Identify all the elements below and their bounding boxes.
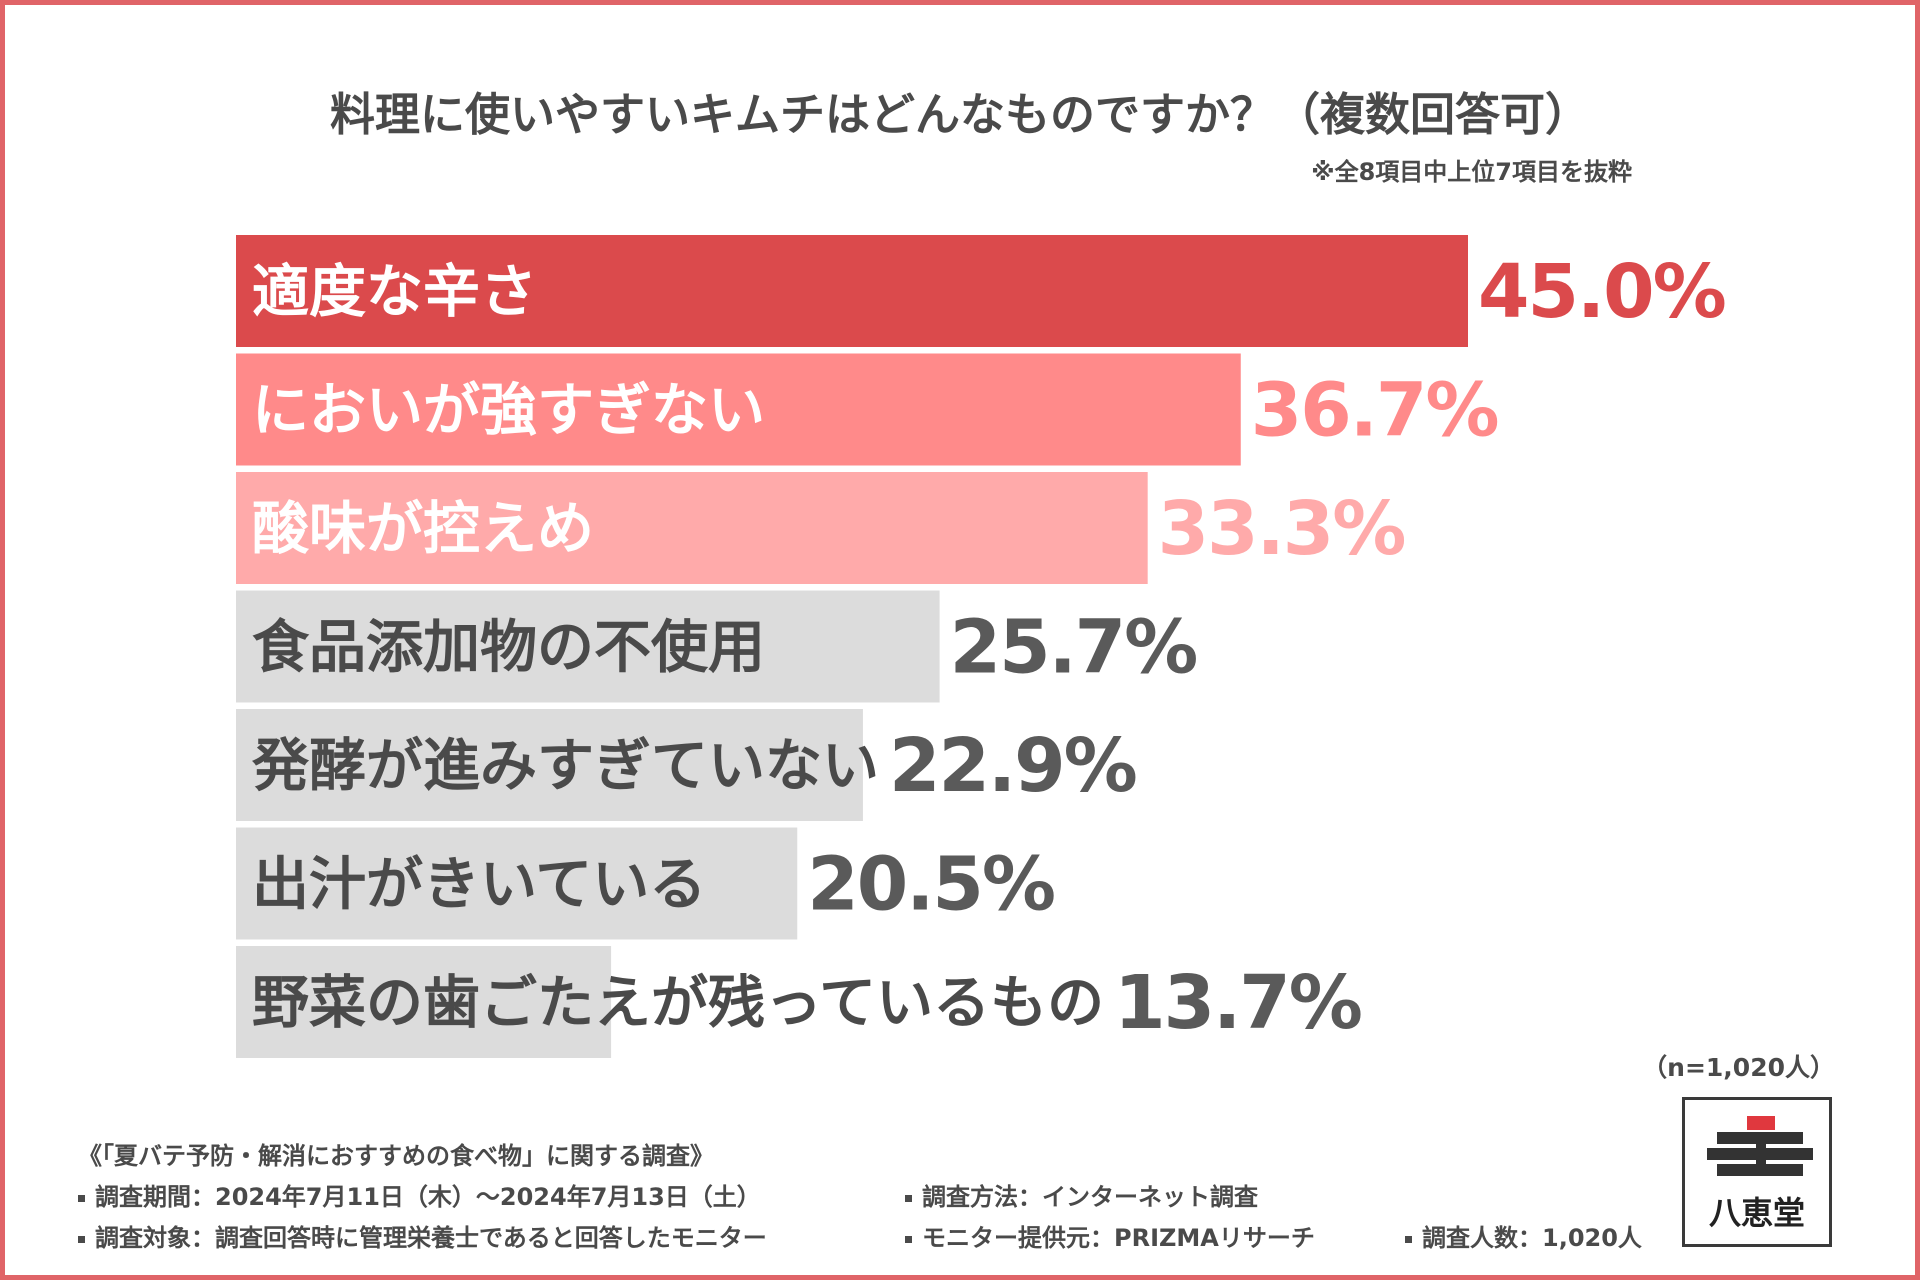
bar-2	[236, 353, 1241, 466]
category-label-5: 発酵が進みすぎていない	[252, 733, 879, 799]
bar-1	[236, 235, 1468, 347]
survey-name: 《「夏バテ予防・解消におすすめの食べ物」に関する調査》	[78, 1142, 714, 1170]
category-label-6: 出汁がきいている	[252, 852, 706, 918]
category-label-4: 食品添加物の不使用	[252, 615, 765, 681]
chart-title: 料理に使いやすいキムチはどんなものですか？（複数回答可）	[329, 88, 1590, 141]
survey-count: 調査人数：1,020人	[1405, 1218, 1642, 1253]
bar-5	[236, 709, 863, 821]
value-label-3: 33.3%	[1158, 486, 1405, 572]
survey-period: 調査期間：2024年7月11日（木）～2024年7月13日（土）	[78, 1177, 761, 1212]
bar-4	[236, 590, 940, 703]
survey-target: 調査対象：調査回答時に管理栄養士であると回答したモニター	[78, 1218, 767, 1253]
value-label-6: 20.5%	[807, 842, 1054, 928]
brand-name: 八恵堂	[1708, 1194, 1805, 1232]
excerpt-note: ※全8項目中上位7項目を抜粋	[1311, 158, 1632, 186]
value-label-7: 13.7%	[1114, 960, 1361, 1046]
bar-6	[236, 827, 798, 940]
kimchi-jar-icon	[1707, 1116, 1813, 1176]
value-label-4: 25.7%	[950, 605, 1197, 691]
value-label-1: 45.0%	[1478, 249, 1725, 335]
bar-7	[236, 946, 612, 1058]
survey-method: 調査方法：インターネット調査	[905, 1177, 1258, 1212]
survey-provider: モニター提供元：PRIZMAリサーチ	[905, 1218, 1315, 1253]
category-label-1: 適度な辛さ	[252, 259, 537, 325]
value-label-2: 36.7%	[1251, 368, 1498, 454]
value-label-5: 22.9%	[889, 723, 1136, 809]
brand-logo: 八恵堂	[1682, 1097, 1832, 1247]
sample-size: （n=1,020人）	[1642, 1053, 1835, 1082]
category-label-7: 野菜の歯ごたえが残っているもの	[252, 970, 1104, 1036]
category-label-3: 酸味が控えめ	[252, 496, 594, 562]
category-label-2: においが強すぎない	[252, 378, 765, 444]
bar-3	[236, 472, 1148, 584]
